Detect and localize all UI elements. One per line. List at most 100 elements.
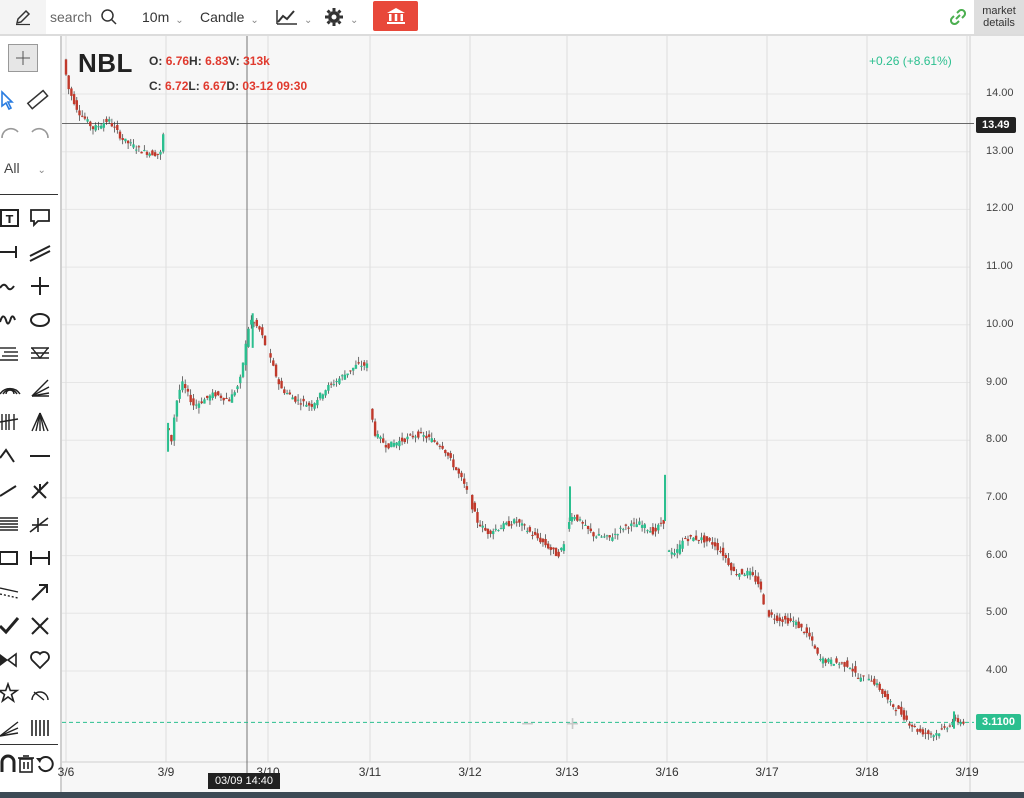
horizontal-line-icon[interactable] bbox=[28, 444, 52, 468]
parallel-channel-icon[interactable] bbox=[28, 240, 52, 264]
candle-body bbox=[568, 522, 571, 529]
candle-body bbox=[603, 536, 606, 538]
doodle-icon[interactable] bbox=[0, 308, 24, 332]
cursor-arrow-icon[interactable] bbox=[0, 88, 24, 112]
studies-dropdown[interactable]: ⌄ bbox=[276, 0, 312, 34]
candle-body bbox=[554, 547, 558, 557]
candle-body bbox=[754, 575, 757, 582]
ruler-icon[interactable] bbox=[26, 88, 50, 112]
focus-arrows-icon[interactable] bbox=[0, 648, 24, 672]
candle-body bbox=[471, 494, 474, 510]
rectangle-icon[interactable] bbox=[0, 546, 24, 570]
candle-body bbox=[124, 138, 127, 142]
candle-body bbox=[927, 730, 930, 735]
candle-body bbox=[491, 531, 495, 535]
x-tick-label: 3/19 bbox=[955, 765, 979, 779]
candle-body bbox=[684, 538, 687, 540]
volume-profile-icon[interactable] bbox=[0, 716, 24, 740]
heart-icon[interactable] bbox=[28, 648, 52, 672]
price-chart[interactable] bbox=[62, 36, 1024, 798]
candle-body bbox=[148, 153, 151, 156]
star-icon[interactable] bbox=[0, 682, 24, 706]
x-tick-label: 3/17 bbox=[755, 765, 779, 779]
reset-icon[interactable] bbox=[34, 752, 58, 776]
fib-arcs-icon[interactable] bbox=[0, 376, 24, 400]
search-input[interactable]: search bbox=[50, 9, 93, 25]
zoom-in-icon[interactable]: + bbox=[566, 711, 579, 736]
x-mark-icon[interactable] bbox=[28, 614, 52, 638]
zoom-out-icon[interactable]: − bbox=[521, 711, 534, 736]
candle-body bbox=[659, 522, 663, 524]
gann-fan-icon[interactable] bbox=[28, 410, 52, 434]
check-icon[interactable] bbox=[0, 614, 24, 638]
candle-body bbox=[897, 705, 900, 710]
candle-body bbox=[478, 524, 482, 527]
candle-body bbox=[499, 528, 503, 530]
close-value: 6.72 bbox=[165, 79, 189, 93]
settings-dropdown[interactable]: ⌄ bbox=[324, 0, 358, 34]
pitchfork-icon[interactable] bbox=[28, 478, 52, 502]
y-tick-label: 4.00 bbox=[986, 664, 1008, 676]
candle-body bbox=[411, 435, 415, 438]
candle-body bbox=[321, 394, 325, 399]
zigzag-icon[interactable] bbox=[0, 444, 24, 468]
candle-body bbox=[192, 398, 195, 406]
trash-icon[interactable] bbox=[14, 752, 38, 776]
line-chart-icon bbox=[276, 10, 297, 25]
candle-body bbox=[446, 452, 450, 456]
arrow-icon[interactable] bbox=[28, 580, 52, 604]
interval-dropdown[interactable]: 10m ⌄ bbox=[142, 0, 184, 34]
speed-lines-icon[interactable] bbox=[28, 512, 52, 536]
chart-panel[interactable] bbox=[62, 36, 1024, 798]
candle-body bbox=[360, 365, 363, 367]
link-icon[interactable] bbox=[948, 0, 968, 34]
time-cycle-icon[interactable] bbox=[28, 682, 52, 706]
text-tool-icon[interactable]: T bbox=[0, 206, 24, 230]
market-details-button[interactable]: market details bbox=[974, 0, 1024, 34]
candle-body bbox=[578, 519, 582, 521]
tool-filter-dropdown[interactable]: All ⌄ bbox=[4, 160, 46, 176]
measure-icon[interactable] bbox=[28, 546, 52, 570]
chart-type-dropdown[interactable]: Candle ⌄ bbox=[200, 0, 259, 34]
candle-body bbox=[225, 397, 228, 399]
candle-body bbox=[518, 519, 521, 523]
y-tick-label: 9.00 bbox=[986, 375, 1008, 388]
gann-grid-icon[interactable] bbox=[0, 512, 24, 536]
undo-icon[interactable] bbox=[0, 122, 24, 146]
candle-body bbox=[738, 573, 741, 577]
candle-body bbox=[99, 125, 103, 129]
crosshair-line-icon[interactable] bbox=[28, 274, 52, 298]
freeform-icon[interactable] bbox=[0, 274, 24, 298]
trend-line-icon[interactable] bbox=[0, 478, 24, 502]
search-icon[interactable] bbox=[100, 8, 118, 26]
candle-body bbox=[110, 123, 114, 127]
fib-fan-icon[interactable] bbox=[28, 376, 52, 400]
redo-icon[interactable] bbox=[26, 122, 50, 146]
crosshair-tool-icon[interactable] bbox=[8, 44, 38, 72]
candle-body bbox=[600, 536, 603, 538]
candle-body bbox=[794, 621, 798, 626]
candle-body bbox=[217, 391, 220, 396]
regression-icon[interactable] bbox=[0, 580, 24, 604]
magnet-icon[interactable] bbox=[0, 752, 20, 776]
market-button[interactable] bbox=[373, 1, 418, 31]
ellipse-icon[interactable] bbox=[28, 308, 52, 332]
callout-icon[interactable] bbox=[28, 206, 52, 230]
fib-timezone-icon[interactable] bbox=[0, 410, 24, 434]
search-box[interactable]: search bbox=[46, 0, 136, 34]
candle-body bbox=[856, 677, 860, 679]
candle-body bbox=[433, 440, 436, 442]
horizontal-ray-icon[interactable] bbox=[0, 240, 24, 264]
pencil-icon[interactable] bbox=[6, 0, 40, 34]
fib-projection-icon[interactable] bbox=[28, 342, 52, 366]
candle-body bbox=[711, 542, 714, 545]
candle-body bbox=[357, 362, 360, 364]
fib-retracement-icon[interactable] bbox=[0, 342, 24, 366]
candle-body bbox=[811, 636, 814, 641]
vertical-lines-icon[interactable] bbox=[28, 716, 52, 740]
candle-body bbox=[784, 615, 787, 620]
candle-body bbox=[619, 527, 622, 529]
candle-body bbox=[417, 431, 420, 438]
candle-body bbox=[862, 675, 865, 677]
candle-body bbox=[373, 421, 377, 436]
